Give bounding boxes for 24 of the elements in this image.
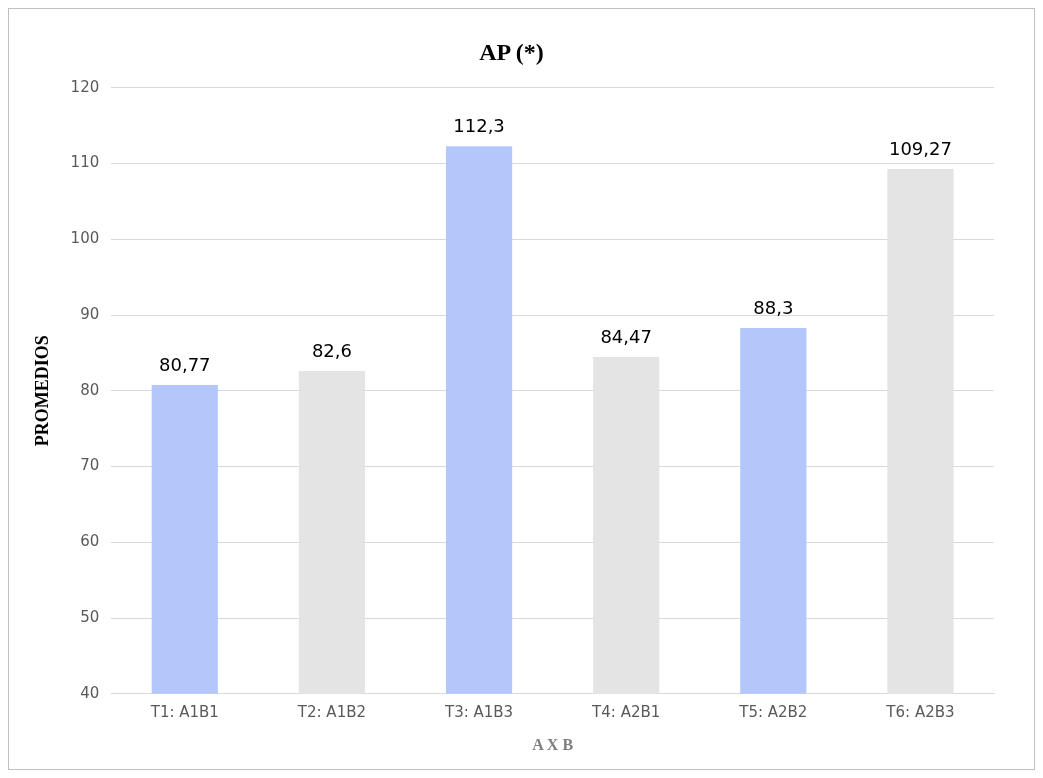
x-tick-label: T3: A1B3 bbox=[443, 702, 514, 721]
y-axis-title: PROMEDIOS bbox=[32, 335, 53, 447]
x-axis-title: A X B bbox=[532, 735, 574, 753]
x-tick-label: T1: A1B1 bbox=[149, 702, 219, 721]
y-tick-label: 80 bbox=[80, 380, 100, 399]
y-tick-label: 90 bbox=[80, 304, 100, 323]
data-label: 88,3 bbox=[753, 296, 794, 318]
data-label: 109,27 bbox=[888, 137, 952, 159]
data-label: 80,77 bbox=[159, 353, 211, 375]
y-tick-label: 70 bbox=[80, 456, 100, 475]
y-tick-label: 120 bbox=[70, 77, 100, 96]
data-label: 82,6 bbox=[311, 339, 352, 361]
x-tick-label: T4: A2B1 bbox=[591, 702, 661, 721]
x-tick-label: T5: A2B2 bbox=[738, 702, 808, 721]
x-tick-label: T2: A1B2 bbox=[296, 702, 367, 721]
y-tick-label: 50 bbox=[80, 607, 100, 626]
data-label: 112,3 bbox=[453, 114, 505, 136]
y-tick-label: 40 bbox=[80, 683, 100, 702]
y-tick-label: 100 bbox=[70, 229, 100, 248]
data-label: 84,47 bbox=[600, 325, 652, 347]
y-tick-label: 60 bbox=[80, 532, 100, 551]
x-tick-label: T6: A2B3 bbox=[885, 702, 955, 721]
chart-title: AP (*) bbox=[479, 38, 544, 65]
y-tick-label: 110 bbox=[70, 153, 100, 172]
